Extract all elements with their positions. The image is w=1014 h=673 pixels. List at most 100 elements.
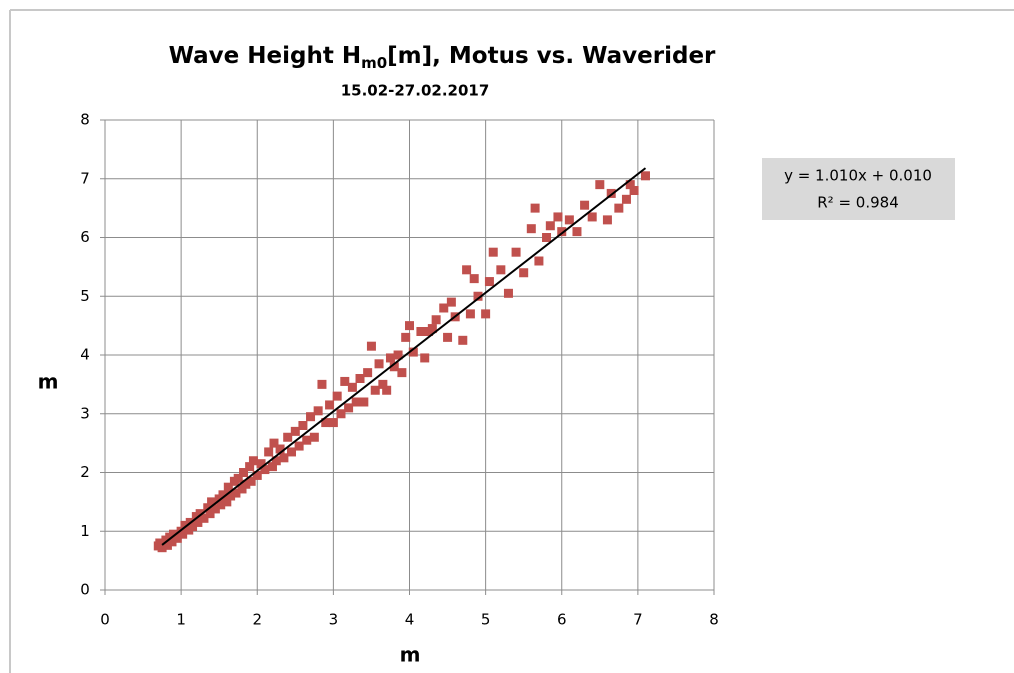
y-tick-label: 5 [80,287,90,305]
point [226,491,236,501]
y-axis-label: m [38,370,59,394]
point [431,315,441,325]
point [178,529,188,539]
point [427,324,437,334]
point [210,504,220,514]
point [397,368,407,378]
trendline-equation: y = 1.010x + 0.010 [784,167,932,185]
point [203,503,213,513]
point [237,484,247,494]
point [218,490,228,500]
x-tick-label: 4 [405,611,415,629]
y-tick-label: 7 [80,169,90,187]
point [542,233,552,242]
point [503,288,513,298]
point [193,517,203,527]
point [469,274,479,284]
point [629,186,639,195]
y-tick-label: 4 [80,346,90,364]
point [363,368,373,378]
point [290,426,300,436]
point [245,462,255,472]
point [239,468,249,477]
chart-title: Wave Height Hm0[m], Motus vs. Waverider [169,43,716,72]
point [530,203,540,213]
point [408,347,418,357]
y-tick-label: 1 [80,522,90,540]
y-tick-label: 8 [80,111,90,129]
chart-subtitle: 15.02-27.02.2017 [341,82,490,100]
point [321,418,331,428]
point [393,350,403,360]
title-main: Wave Height H [169,43,362,69]
x-tick-label: 2 [252,611,262,629]
x-tick-label: 8 [709,611,719,629]
point [511,247,521,257]
x-axis-label: m [400,643,421,667]
title-rest: [m], Motus vs. Waverider [387,43,716,69]
point [439,303,449,313]
point [484,277,494,287]
point [223,482,233,492]
point [496,265,506,275]
point [405,321,414,331]
point [231,488,241,498]
point [488,247,498,257]
point [298,421,308,430]
point [167,537,177,547]
point [625,180,635,190]
point [564,215,574,225]
y-tick-label: 6 [80,228,90,246]
point [443,332,453,342]
point [283,432,293,442]
trendline [161,167,647,546]
point [256,459,266,469]
x-tick-label: 5 [481,611,491,629]
point [385,353,395,363]
point [336,409,346,419]
point [309,432,319,442]
point [162,540,172,550]
point [199,513,209,523]
point [526,224,536,234]
x-tick-label: 6 [557,611,567,629]
point [248,456,258,466]
y-tick-label: 2 [80,463,90,481]
point [275,444,285,454]
x-tick-label: 1 [176,611,186,629]
point [180,520,190,530]
title-sub: m0 [361,54,387,72]
point [233,473,243,483]
point [260,465,270,475]
x-tick-label: 3 [329,611,339,629]
point [269,438,279,448]
point [401,332,411,342]
point [446,297,456,307]
point [306,412,316,422]
point [347,382,357,392]
point [172,533,182,543]
point [188,522,198,532]
y-tick-label: 3 [80,404,90,422]
point [519,268,529,278]
point [382,385,392,395]
point [534,256,544,266]
point [553,212,563,222]
point [267,462,277,472]
point [155,538,165,548]
point [252,470,262,480]
point [606,188,616,198]
point [340,376,350,386]
point [458,335,468,345]
point [302,435,312,445]
point [279,453,289,463]
point [325,400,335,410]
point [602,215,612,225]
point [294,441,304,451]
point [389,362,399,372]
point [462,265,472,275]
point [205,509,215,519]
point [378,379,388,389]
x-tick-label: 7 [633,611,643,629]
